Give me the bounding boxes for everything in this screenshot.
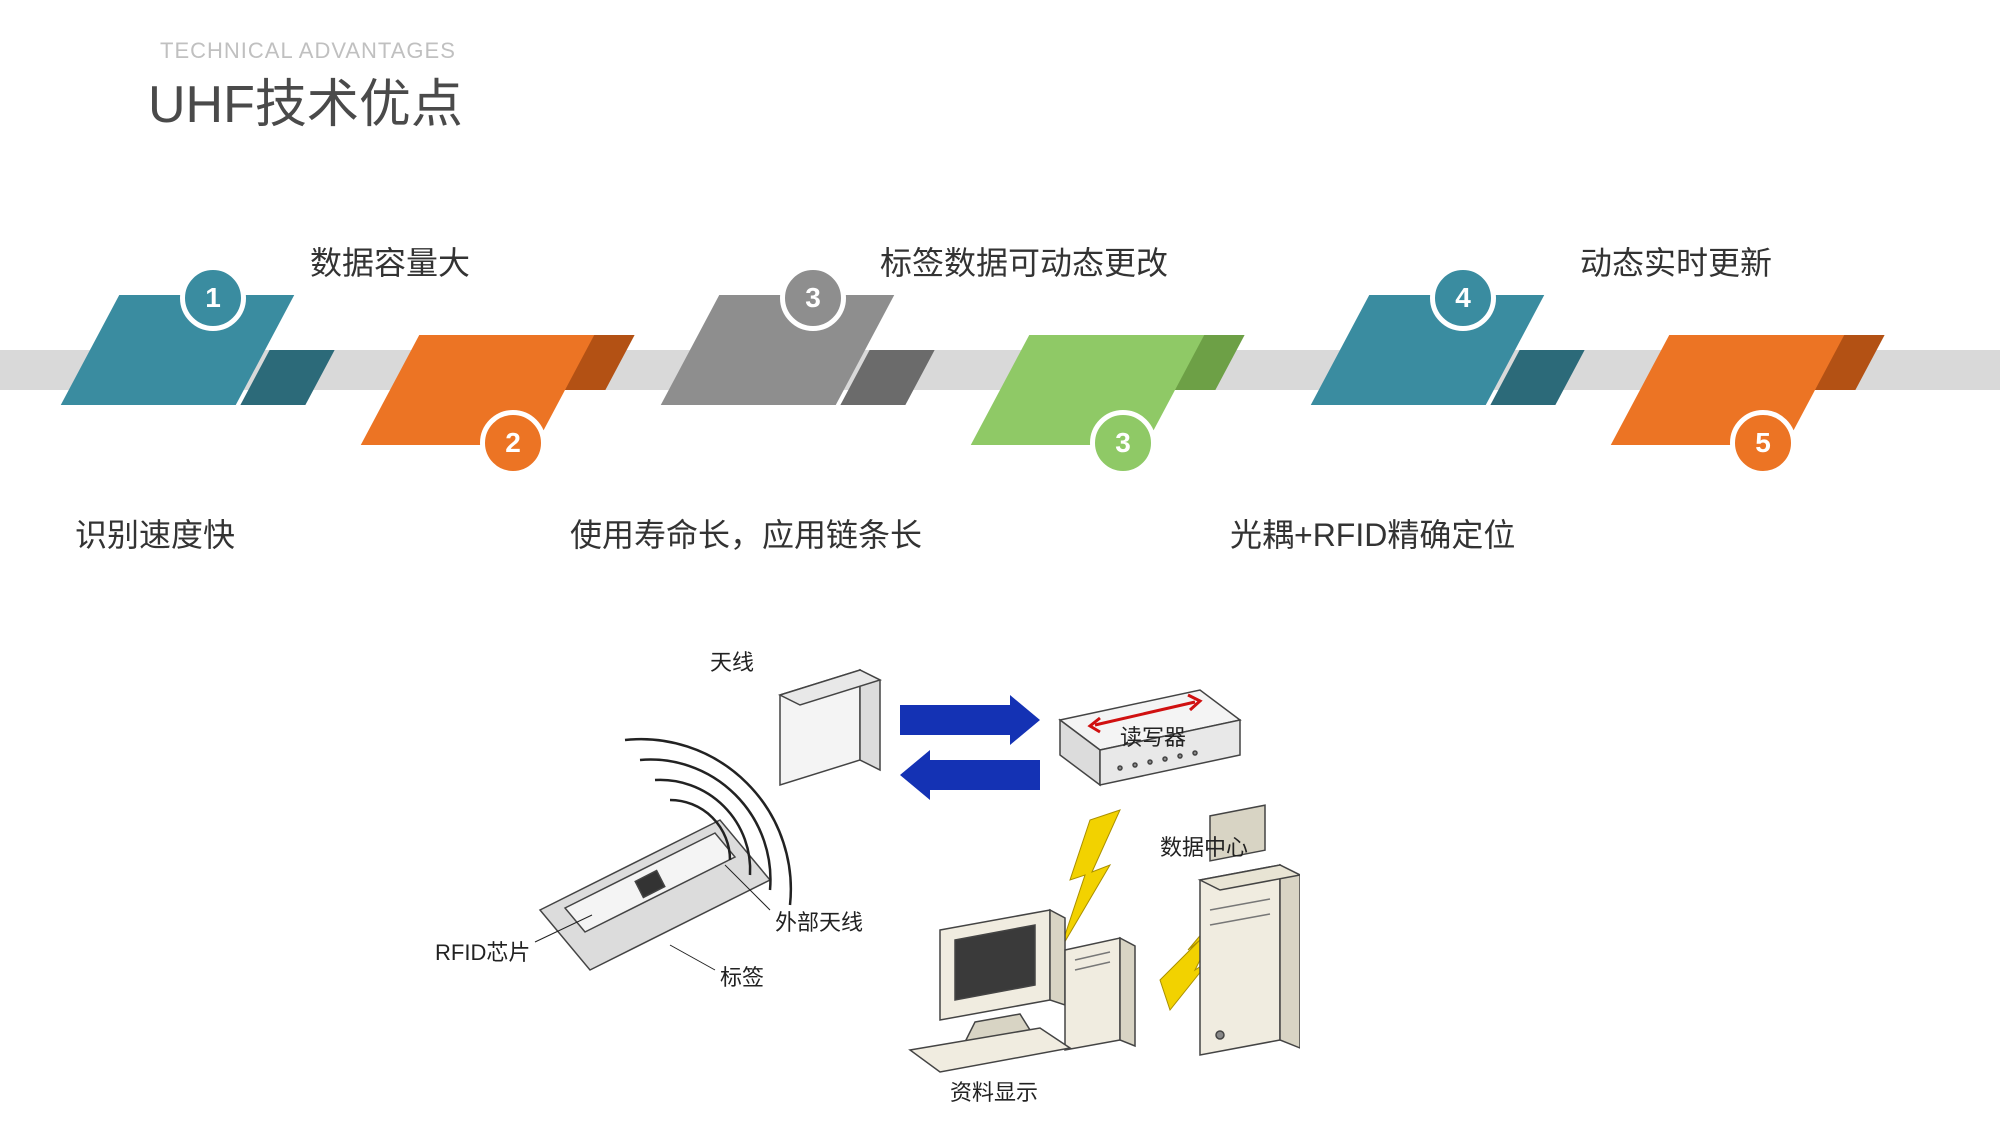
step6-num: 5: [1755, 427, 1771, 459]
label-antenna: 天线: [710, 645, 754, 677]
step2-num: 2: [505, 427, 521, 459]
rfid-tag-icon: [540, 820, 770, 970]
bolt1-icon: [1060, 810, 1120, 950]
step6-badge: 5: [1730, 410, 1796, 476]
computer-icon: [910, 910, 1135, 1072]
step2-label: 数据容量大: [310, 238, 470, 284]
step4-num: 3: [1115, 427, 1131, 459]
step2-badge: 2: [480, 410, 546, 476]
label-tag: 标签: [720, 960, 764, 992]
step4-badge: 3: [1090, 410, 1156, 476]
label-display: 资料显示: [950, 1075, 1038, 1107]
step5-num: 4: [1455, 282, 1471, 314]
step5-badge: 4: [1430, 265, 1496, 331]
step6-label: 动态实时更新: [1580, 238, 1772, 284]
step3-label: 使用寿命长，应用链条长: [570, 510, 922, 556]
arrows-icon: [900, 695, 1040, 800]
page-title: UHF技术优点: [148, 62, 463, 137]
step4-label: 标签数据可动态更改: [880, 238, 1168, 284]
step5-label: 光耦+RFID精确定位: [1230, 510, 1515, 556]
step1-badge: 1: [180, 265, 246, 331]
page-subtitle: TECHNICAL ADVANTAGES: [160, 38, 456, 64]
label-data-center: 数据中心: [1160, 830, 1248, 862]
rfid-illustration: [520, 650, 1300, 1090]
antenna-icon: [780, 670, 880, 785]
label-reader: 读写器: [1120, 720, 1186, 752]
label-rfid-chip: RFID芯片: [435, 935, 530, 967]
label-ext-antenna: 外部天线: [775, 905, 863, 937]
step1-label: 识别速度快: [75, 510, 235, 556]
step3-badge: 3: [780, 265, 846, 331]
step3-num: 3: [805, 282, 821, 314]
step1-num: 1: [205, 282, 221, 314]
